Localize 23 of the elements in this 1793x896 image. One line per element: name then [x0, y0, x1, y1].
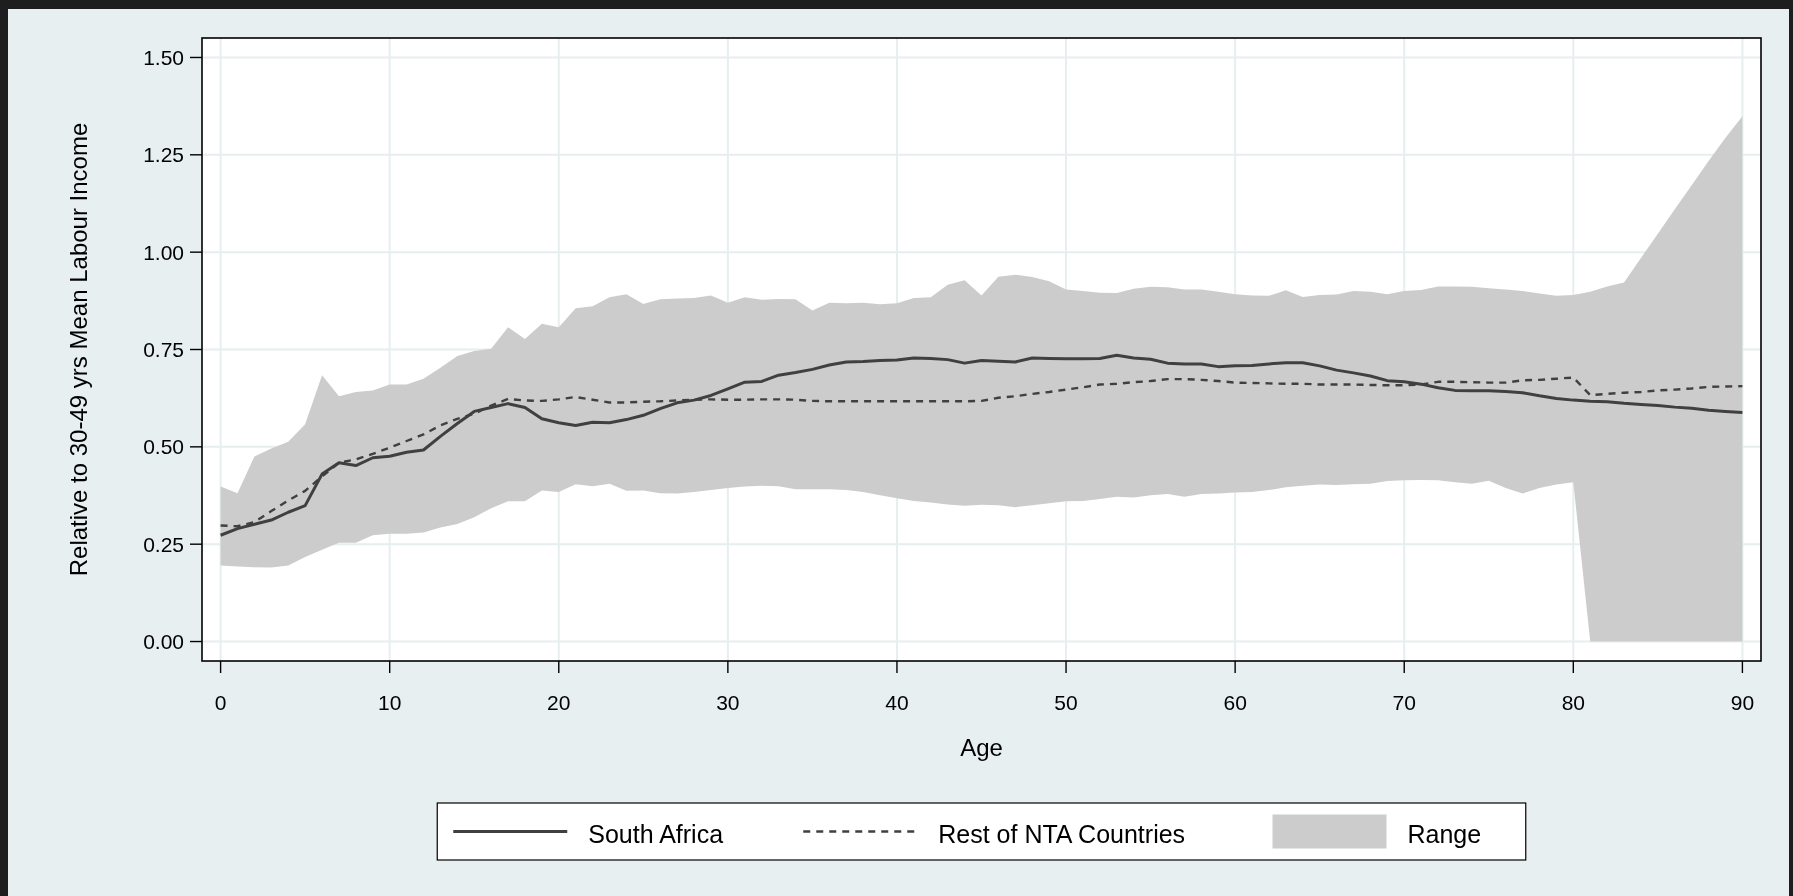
- x-tick-label: 0: [214, 690, 227, 714]
- x-tick-label: 10: [378, 690, 402, 714]
- x-tick-label: 20: [547, 690, 571, 714]
- line-series: [219, 353, 1744, 537]
- x-tick-label: 50: [1054, 690, 1078, 714]
- y-tick-label: 0.25: [143, 532, 184, 556]
- legend-label: Range: [1407, 819, 1482, 848]
- x-tick-label: 60: [1223, 690, 1247, 714]
- y-tick-label: 0.75: [143, 338, 184, 361]
- y-tick-label: 0.00: [143, 630, 184, 654]
- y-tick-label: 1.25: [143, 143, 184, 167]
- x-tick-label: 90: [1730, 690, 1755, 714]
- x-tick-label: 70: [1392, 690, 1416, 714]
- x-tick-label: 30: [716, 690, 740, 714]
- y-axis-title: Relative to 30-49 yrs Mean Labour Income: [64, 122, 92, 577]
- legend-label: South Africa: [588, 819, 724, 848]
- y-tick-label: 1.50: [143, 45, 184, 69]
- x-axis-title: Age: [960, 733, 1003, 761]
- x-tick-label: 80: [1561, 690, 1585, 714]
- y-tick-label: 1.00: [143, 240, 184, 264]
- x-tick-label: 40: [885, 690, 909, 714]
- legend-label: Rest of NTA Countries: [938, 819, 1186, 848]
- y-tick-label: 0.50: [143, 435, 184, 459]
